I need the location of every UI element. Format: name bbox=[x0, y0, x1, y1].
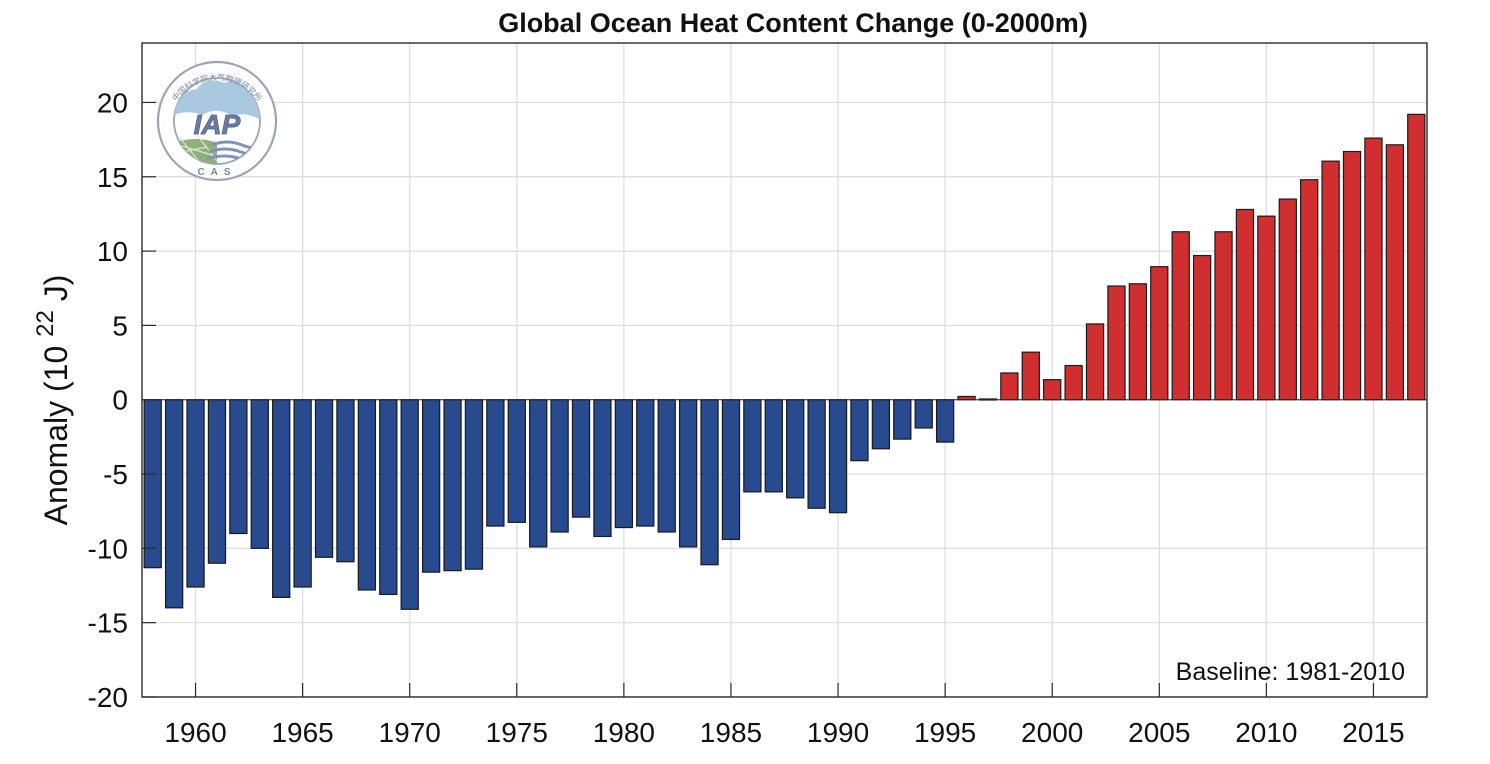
y-tick-label: -20 bbox=[88, 682, 128, 713]
bar-1993 bbox=[893, 399, 912, 440]
bar-1976 bbox=[529, 399, 548, 548]
x-tick-label: 2015 bbox=[1342, 717, 1404, 748]
bar-1962 bbox=[229, 399, 248, 535]
bar-2002 bbox=[1085, 323, 1105, 401]
bar-2006 bbox=[1171, 231, 1190, 401]
bar-2004 bbox=[1128, 283, 1148, 401]
bar-1967 bbox=[336, 399, 355, 563]
bar-1995 bbox=[935, 399, 955, 443]
bar-2013 bbox=[1321, 160, 1340, 401]
bar-1960 bbox=[186, 399, 205, 588]
x-tick-label: 1970 bbox=[379, 717, 441, 748]
y-axis-label-prefix: Anomaly (10 bbox=[38, 337, 74, 526]
plot-frame bbox=[141, 42, 1428, 698]
bar-2008 bbox=[1214, 231, 1233, 401]
y-tick-label: -5 bbox=[103, 459, 128, 490]
y-axis-label-exponent: 22 bbox=[32, 310, 59, 337]
grid bbox=[142, 43, 1427, 698]
bar-1998 bbox=[1000, 372, 1019, 401]
bar-1965 bbox=[293, 399, 312, 588]
axes bbox=[141, 42, 1428, 698]
bar-1973 bbox=[464, 399, 484, 570]
bar-2017 bbox=[1407, 113, 1426, 401]
bar-1963 bbox=[250, 399, 269, 549]
y-tick-label: 20 bbox=[97, 87, 128, 118]
bar-1978 bbox=[571, 399, 591, 518]
y-tick-label: 15 bbox=[97, 162, 128, 193]
x-tick-label: 1975 bbox=[486, 717, 548, 748]
bar-1983 bbox=[678, 399, 698, 548]
bar-1981 bbox=[636, 399, 655, 527]
bar-1984 bbox=[700, 399, 719, 566]
x-tick-label: 1980 bbox=[593, 717, 655, 748]
bar-1977 bbox=[550, 399, 569, 533]
bar-2001 bbox=[1064, 364, 1083, 401]
x-tick-label: 2000 bbox=[1021, 717, 1083, 748]
bar-1985 bbox=[721, 399, 741, 541]
bar-1959 bbox=[164, 399, 184, 609]
bar-2015 bbox=[1364, 137, 1383, 401]
x-tick-label: 1985 bbox=[700, 717, 762, 748]
y-tick-labels: -20 -15 -10 -5 0 5 10 15 20 bbox=[88, 87, 128, 713]
bar-1989 bbox=[807, 399, 826, 509]
bar-1966 bbox=[314, 399, 334, 558]
y-axis-label-suffix: J) bbox=[38, 275, 74, 311]
logo-iap-text: IAP bbox=[194, 109, 241, 140]
x-tick-label: 1965 bbox=[271, 717, 333, 748]
bar-1980 bbox=[614, 399, 634, 529]
logo-cloud-icon bbox=[174, 80, 260, 121]
bar-1974 bbox=[486, 399, 505, 527]
x-tick-label: 1960 bbox=[164, 717, 226, 748]
bar-1970 bbox=[400, 399, 419, 610]
x-tick-label: 2010 bbox=[1235, 717, 1297, 748]
bar-1961 bbox=[207, 399, 227, 564]
x-tick-label: 1995 bbox=[914, 717, 976, 748]
y-tick-label: -15 bbox=[88, 608, 128, 639]
bar-1999 bbox=[1021, 351, 1040, 401]
bar-2007 bbox=[1192, 254, 1212, 401]
bar-2005 bbox=[1150, 266, 1169, 401]
bar-2003 bbox=[1107, 285, 1126, 401]
bar-1991 bbox=[850, 399, 869, 462]
bar-2000 bbox=[1043, 379, 1062, 401]
baseline-annotation: Baseline: 1981-2010 bbox=[1176, 658, 1405, 686]
y-tick-label: -10 bbox=[88, 533, 128, 564]
bar-2010 bbox=[1257, 215, 1276, 401]
bar-1992 bbox=[871, 399, 891, 450]
bar-1972 bbox=[443, 399, 462, 572]
logo-cas-text: CAS bbox=[197, 167, 236, 178]
bar-1971 bbox=[421, 399, 441, 573]
bar-1958 bbox=[143, 399, 162, 569]
bars bbox=[143, 113, 1426, 610]
y-tick-label: 5 bbox=[112, 310, 128, 341]
bar-1964 bbox=[272, 399, 291, 599]
bar-1994 bbox=[914, 399, 933, 429]
bar-1969 bbox=[379, 399, 398, 596]
bar-2014 bbox=[1342, 150, 1362, 401]
bar-1986 bbox=[743, 399, 762, 493]
x-tick-labels: 1960 1965 1970 1975 1980 1985 1990 1995 2000 2005… bbox=[164, 717, 1404, 748]
bar-2011 bbox=[1278, 198, 1297, 401]
x-tick-label: 2005 bbox=[1128, 717, 1190, 748]
y-tick-label: 0 bbox=[112, 385, 128, 416]
chart-title: Global Ocean Heat Content Change (0-2000… bbox=[498, 8, 1088, 38]
bar-1975 bbox=[507, 399, 526, 523]
bar-2009 bbox=[1235, 208, 1255, 401]
bar-1979 bbox=[593, 399, 612, 538]
bar-1982 bbox=[657, 399, 676, 533]
iap-cas-logo: IAP CAS 中国科学院大气物理研究所 bbox=[156, 60, 278, 182]
bar-2012 bbox=[1300, 179, 1319, 401]
x-tick-label: 1990 bbox=[807, 717, 869, 748]
bar-1990 bbox=[828, 399, 848, 514]
bar-1987 bbox=[764, 399, 783, 493]
bar-1988 bbox=[786, 399, 805, 499]
y-tick-label: 10 bbox=[97, 236, 128, 267]
bar-1968 bbox=[357, 399, 377, 591]
bar-2016 bbox=[1385, 144, 1405, 401]
y-axis-label: Anomaly (10 22 J) bbox=[32, 275, 74, 526]
